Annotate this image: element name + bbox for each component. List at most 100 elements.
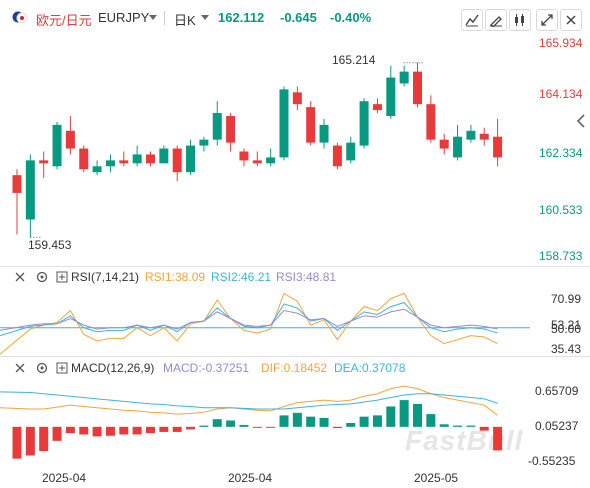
candle-body bbox=[65, 130, 75, 149]
macd-histogram-bar bbox=[466, 425, 476, 427]
macd-histogram-bar bbox=[65, 426, 75, 434]
price-change: -0.645 bbox=[280, 10, 317, 25]
fullscreen-button[interactable] bbox=[536, 9, 558, 31]
macd-histogram-bar bbox=[92, 426, 102, 437]
candle-body bbox=[399, 71, 409, 84]
candle-body bbox=[105, 160, 115, 167]
candle-body bbox=[79, 148, 89, 170]
settings-icon[interactable] bbox=[36, 271, 48, 283]
macd-tick: 0.65709 bbox=[535, 384, 579, 398]
candle-body bbox=[186, 145, 196, 173]
price-tick: 164.134 bbox=[539, 87, 583, 101]
candle-body bbox=[346, 142, 356, 161]
macd-value: MACD:-0.37251 bbox=[163, 361, 250, 375]
macd-histogram-bar bbox=[226, 420, 236, 427]
macd-histogram-bar bbox=[346, 423, 356, 427]
chart-header: 欧元/日元 EURJPY 日K 162.112 -0.645 -0.40% bbox=[0, 0, 590, 34]
interval-selector[interactable]: 日K bbox=[174, 13, 196, 28]
dea-value: DEA:0.37078 bbox=[334, 361, 406, 375]
rsi2-value: RSI2:46.21 bbox=[211, 270, 272, 284]
candle-body bbox=[39, 160, 49, 164]
candle-body bbox=[319, 124, 329, 143]
macd-histogram-bar bbox=[39, 426, 49, 452]
macd-histogram-bar bbox=[359, 416, 369, 427]
candle-body bbox=[92, 166, 102, 173]
rsi-tick: 35.43 bbox=[551, 342, 582, 356]
macd-histogram-bar bbox=[439, 424, 449, 427]
last-price: 162.112 bbox=[218, 10, 265, 25]
price-tick: 158.733 bbox=[539, 249, 583, 263]
symbol-selector[interactable]: EURJPY bbox=[98, 10, 150, 25]
low-price-label: 159.453 bbox=[28, 238, 72, 252]
draw-icon bbox=[490, 16, 502, 27]
macd-histogram-bar bbox=[239, 424, 249, 427]
pane-divider bbox=[0, 356, 590, 357]
pair-label[interactable]: 欧元/日元 bbox=[36, 13, 92, 28]
macd-histogram-bar bbox=[79, 426, 89, 435]
macd-histogram-bar bbox=[292, 412, 302, 427]
rsi1-line bbox=[0, 292, 498, 355]
pane-divider bbox=[0, 266, 590, 267]
macd-histogram-bar bbox=[119, 426, 129, 435]
fullscreen-icon bbox=[541, 14, 553, 26]
chart-canvas[interactable] bbox=[0, 0, 530, 488]
candle-body bbox=[279, 89, 289, 158]
dea-line bbox=[0, 391, 498, 410]
expand-indicator-icon[interactable] bbox=[56, 362, 68, 374]
header-divider bbox=[164, 11, 165, 25]
indicator-button[interactable] bbox=[461, 9, 483, 31]
draw-button[interactable] bbox=[485, 9, 507, 31]
candle-body bbox=[413, 71, 422, 105]
candle-body bbox=[332, 145, 342, 167]
candle-body bbox=[52, 124, 62, 167]
macd-histogram-bar bbox=[212, 419, 222, 427]
candle-body bbox=[146, 154, 155, 164]
candle-body bbox=[159, 148, 169, 164]
watermark-logo: FastBull bbox=[405, 425, 524, 456]
macd-histogram-bar bbox=[252, 426, 262, 428]
candle-body bbox=[479, 133, 489, 140]
close-button[interactable] bbox=[560, 9, 582, 31]
x-axis-label: 2025-05 bbox=[414, 471, 459, 485]
candle-body bbox=[306, 107, 316, 143]
macd-histogram-bar bbox=[386, 406, 396, 427]
candle-body bbox=[439, 139, 449, 149]
candle-type-button[interactable] bbox=[509, 9, 531, 31]
expand-indicator-icon[interactable] bbox=[56, 271, 68, 283]
macd-histogram-bar bbox=[25, 426, 35, 456]
macd-histogram-bar bbox=[479, 426, 489, 431]
macd-tick: 0.05237 bbox=[535, 419, 579, 433]
price-tick: 160.533 bbox=[539, 203, 583, 217]
x-axis-label: 2025-04 bbox=[228, 471, 273, 485]
candle-body bbox=[252, 160, 262, 164]
close-indicator-icon[interactable] bbox=[15, 363, 25, 373]
candle-body bbox=[239, 151, 249, 161]
settings-icon[interactable] bbox=[36, 362, 48, 374]
candle-body bbox=[212, 113, 222, 140]
collapse-panel-icon[interactable] bbox=[576, 114, 586, 128]
rsi-tick: 70.99 bbox=[551, 292, 582, 306]
macd-histogram-bar bbox=[399, 400, 409, 427]
macd-histogram-bar bbox=[199, 425, 209, 427]
macd-histogram-bar bbox=[306, 416, 316, 427]
flag-eur-jpy-icon bbox=[12, 11, 28, 24]
candle-body bbox=[172, 148, 182, 173]
macd-histogram-bar bbox=[12, 426, 22, 459]
macd-histogram-bar bbox=[186, 426, 196, 430]
price-change-pct: -0.40% bbox=[330, 10, 372, 25]
macd-histogram-bar bbox=[146, 426, 155, 434]
chevron-down-icon[interactable] bbox=[201, 15, 209, 21]
macd-histogram-bar bbox=[372, 415, 382, 427]
macd-histogram-bar bbox=[413, 403, 422, 427]
close-indicator-icon[interactable] bbox=[15, 272, 25, 282]
candle-body bbox=[372, 104, 382, 111]
candle-body bbox=[453, 136, 463, 158]
candle-body bbox=[132, 154, 142, 164]
macd-histogram-bar bbox=[493, 426, 503, 451]
candle-body bbox=[359, 101, 369, 146]
chevron-down-icon[interactable] bbox=[149, 15, 157, 21]
macd-histogram-bar bbox=[172, 426, 182, 432]
dif-line bbox=[0, 385, 498, 416]
macd-histogram-bar bbox=[453, 425, 463, 427]
